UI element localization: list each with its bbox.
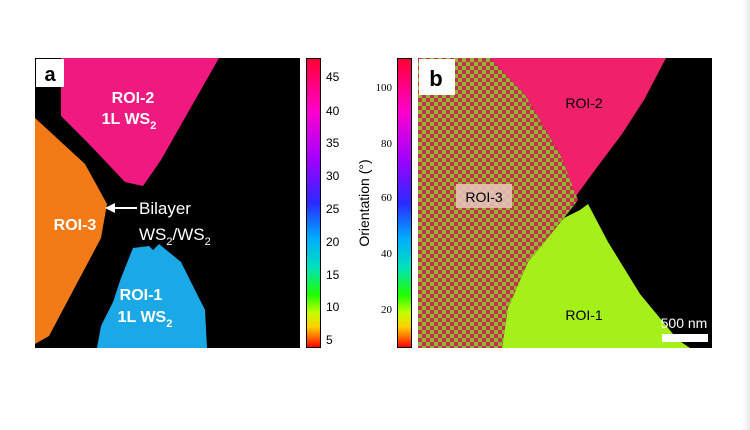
panel-a-letter-box [36, 59, 64, 87]
colorbar-a-tick: 45 [326, 70, 340, 84]
panel-a-letter: a [44, 64, 56, 86]
bilayer-arrow [105, 203, 137, 213]
colorbar-a-tick: 10 [326, 300, 340, 314]
colorbar-a-tick: 25 [326, 202, 340, 216]
page-edge [742, 0, 750, 430]
roi-2-label-b: ROI-2 [565, 95, 603, 111]
colorbar-a-tick: 20 [326, 235, 340, 249]
colorbar-a-tick: 15 [326, 268, 340, 282]
scale-bar [662, 334, 708, 342]
roi-2-region-b [490, 58, 666, 196]
roi-1-label-b: ROI-1 [565, 307, 603, 323]
roi-1-sublabel: 1L WS2 [118, 309, 173, 330]
colorbar-a-gradient [306, 58, 321, 348]
roi-1-label: ROI-1 [120, 287, 163, 304]
colorbar-a-tick: 35 [326, 136, 340, 150]
colorbar-a-tick: 40 [326, 104, 340, 118]
colorbar-b-tick: 80 [381, 138, 392, 150]
roi-2-label: ROI-2 [112, 90, 155, 107]
colorbar-a-tick: 5 [326, 333, 333, 347]
roi-3-label-b: ROI-3 [465, 189, 503, 205]
bilayer-label-line2: WS2/WS2 [139, 225, 211, 248]
scale-bar-label: 500 nm [661, 315, 708, 331]
panel-b-letter-box [419, 59, 455, 95]
colorbar-b-tick: 40 [381, 248, 392, 260]
bilayer-label-line1: Bilayer [139, 199, 191, 218]
colorbar-b [397, 58, 412, 348]
roi-3-label-bg [456, 184, 512, 208]
colorbar-a-tick: 30 [326, 169, 340, 183]
colorbar-b-tick: 20 [381, 304, 392, 316]
roi-1-region-b [502, 204, 690, 348]
panel-b-letter: b [429, 66, 442, 91]
roi-3-region [35, 118, 107, 344]
roi-3-label: ROI-3 [54, 217, 97, 234]
roi-1-region [97, 244, 207, 348]
panel-a-map: a ROI-2 1L WS2 ROI-3 ROI-1 1L WS2 Bilaye… [35, 58, 300, 348]
colorbar-b-tick: 100 [375, 82, 393, 94]
roi-2-sublabel: 1L WS2 [102, 111, 157, 132]
colorbar-b-tick: 60 [381, 192, 392, 204]
colorbar-a [306, 58, 321, 348]
colorbar-b-gradient [397, 58, 412, 348]
panel-b-map: b ROI-2 ROI-3 ROI-1 500 nm [418, 58, 712, 348]
roi-2-region [61, 58, 219, 186]
